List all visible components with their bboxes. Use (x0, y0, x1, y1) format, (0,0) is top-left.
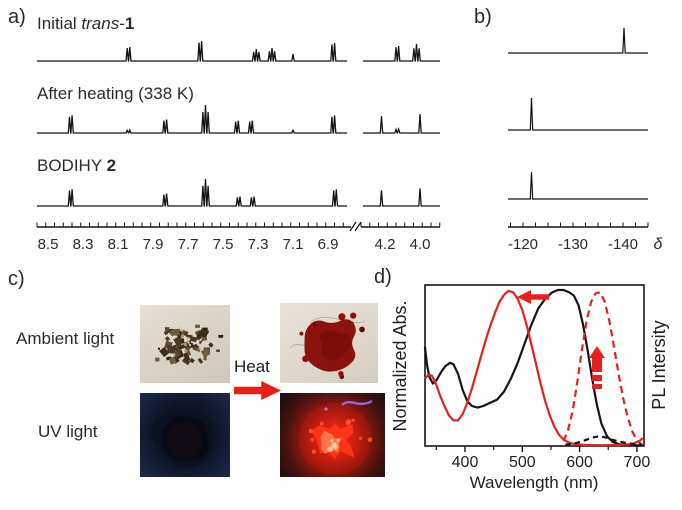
ambient-light-label: Ambient light (16, 329, 115, 348)
panel-d-tag: d) (374, 266, 392, 288)
normalized-abs-axis-label: Normalized Abs. (392, 300, 410, 431)
trace-label-part: 2 (106, 156, 117, 175)
photo-ambient-after (280, 303, 378, 383)
nmr-trace (37, 178, 440, 207)
pl-increase-up-arrow-icon (589, 346, 605, 389)
trace-label-part: After heating (338 K) (37, 84, 194, 103)
red-emission-overlay (299, 399, 373, 475)
photo-uv-before (140, 393, 230, 477)
panel-d-abs-pl-plot: Normalized Abs. PL Intersity Wavelength … (392, 284, 669, 492)
heat-arrow-icon (234, 381, 281, 400)
x-tick-label: 4.2 (375, 236, 396, 253)
panel-b-nmr-spectra: -120 -130 -140 δ (508, 27, 664, 253)
nmr-trace (37, 40, 440, 62)
x-tick-label: 8.5 (38, 236, 59, 253)
trace-label-bodihy-2: BODIHY 2 (37, 156, 116, 176)
trace-label-part: 1 (124, 14, 135, 33)
x-tick-label: 7.1 (283, 236, 304, 253)
x-tick-label: 400 (452, 454, 479, 471)
panel-a-nmr-spectra: 8.5 8.3 8.1 7.9 7.7 7.5 7.3 7.1 6.9 4.2 4.0 (36, 40, 441, 253)
spectrum-curve-absorption-after-heating (424, 289, 644, 447)
x-tick-label: 500 (509, 454, 536, 471)
x-tick-label: -120 (508, 236, 538, 253)
heat-label: Heat (234, 357, 270, 376)
panel-a-tag: a) (8, 6, 26, 28)
dark-blob-overlay (151, 410, 213, 468)
x-tick-label: 8.1 (108, 236, 129, 253)
axis-break-icon (349, 221, 362, 232)
nmr-trace (508, 27, 648, 54)
x-tick-label: 7.5 (213, 236, 234, 253)
panel-b-tag: b) (474, 6, 492, 28)
trace-label-part: - (119, 14, 125, 33)
blue-shift-left-arrow-icon (517, 290, 549, 304)
plot-frame (424, 284, 645, 447)
uv-light-label: UV light (38, 422, 98, 441)
photo-uv-after (280, 393, 385, 477)
spectrum-curve-absorption-before-heating (423, 288, 643, 447)
nmr-trace (37, 104, 440, 134)
delta-axis-label: δ (654, 236, 664, 253)
melt-overlay (289, 312, 366, 380)
panel-c-tag: c) (8, 268, 25, 290)
trace-label-part: BODIHY (37, 156, 107, 175)
x-tick-label: -130 (558, 236, 588, 253)
trace-label-part: trans (81, 14, 120, 33)
pl-intensity-axis-label: PL Intersity (649, 320, 669, 409)
trace-label-part: Initial (37, 14, 82, 33)
x-tick-label: 7.7 (178, 236, 199, 253)
photo-ambient-before (140, 305, 230, 383)
nmr-trace (508, 97, 648, 131)
spectrum-curve-PL-before-heating (565, 435, 643, 446)
x-tick-label: -140 (608, 236, 638, 253)
x-tick-label: 4.0 (410, 236, 431, 253)
x-tick-label: 6.9 (318, 236, 339, 253)
trace-label-initial-trans-1: Initial trans-1 (37, 14, 134, 34)
x-tick-label: 7.9 (143, 236, 164, 253)
x-tick-label: 700 (624, 454, 651, 471)
crystals-overlay (155, 324, 224, 366)
x-tick-label: 8.3 (73, 236, 94, 253)
trace-label-after-heating: After heating (338 K) (37, 84, 194, 104)
nmr-trace (508, 171, 648, 200)
spectrum-curve-PL-after-heating (562, 291, 643, 446)
wavelength-axis-label: Wavelength (nm) (470, 473, 599, 492)
x-tick-label: 600 (566, 454, 593, 471)
x-tick-label: 7.3 (248, 236, 269, 253)
